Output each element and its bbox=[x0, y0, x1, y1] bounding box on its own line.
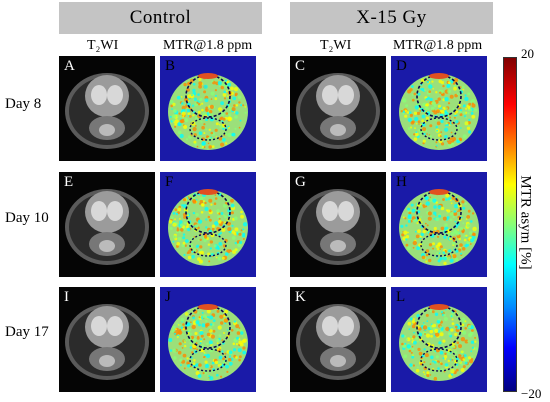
panel-b-mtr-map: B bbox=[160, 56, 256, 161]
row-label-day8: Day 8 bbox=[5, 96, 42, 112]
column-label-mtr: MTR@1.8 ppm bbox=[393, 38, 483, 53]
row-label-day10: Day 10 bbox=[5, 210, 49, 226]
colorbar-title: MTR asym [%] bbox=[517, 175, 534, 270]
group-header-x15gy: X-15 Gy bbox=[290, 2, 493, 34]
panel-j-mtr-map: J bbox=[160, 287, 256, 392]
column-label-t2wi: T₂WI bbox=[320, 38, 352, 53]
panel-e-t2wi-image: E bbox=[59, 172, 155, 277]
column-label-mtr: MTR@1.8 ppm bbox=[163, 38, 253, 53]
row-label-day17: Day 17 bbox=[5, 324, 49, 340]
colorbar-max-label: 20 bbox=[521, 46, 534, 61]
colorbar bbox=[503, 57, 517, 392]
panel-g-t2wi-image: G bbox=[290, 172, 386, 277]
panel-l-mtr-map: L bbox=[391, 287, 487, 392]
panel-f-mtr-map: F bbox=[160, 172, 256, 277]
colorbar-min-label: −20 bbox=[521, 386, 542, 401]
panel-i-t2wi-image: I bbox=[59, 287, 155, 392]
panel-k-t2wi-image: K bbox=[290, 287, 386, 392]
group-header-control: Control bbox=[59, 2, 262, 34]
column-label-t2wi: T₂WI bbox=[87, 38, 119, 53]
panel-d-mtr-map: D bbox=[391, 56, 487, 161]
panel-h-mtr-map: H bbox=[391, 172, 487, 277]
panel-a-t2wi-image: A bbox=[59, 56, 155, 161]
panel-c-t2wi-image: C bbox=[290, 56, 386, 161]
